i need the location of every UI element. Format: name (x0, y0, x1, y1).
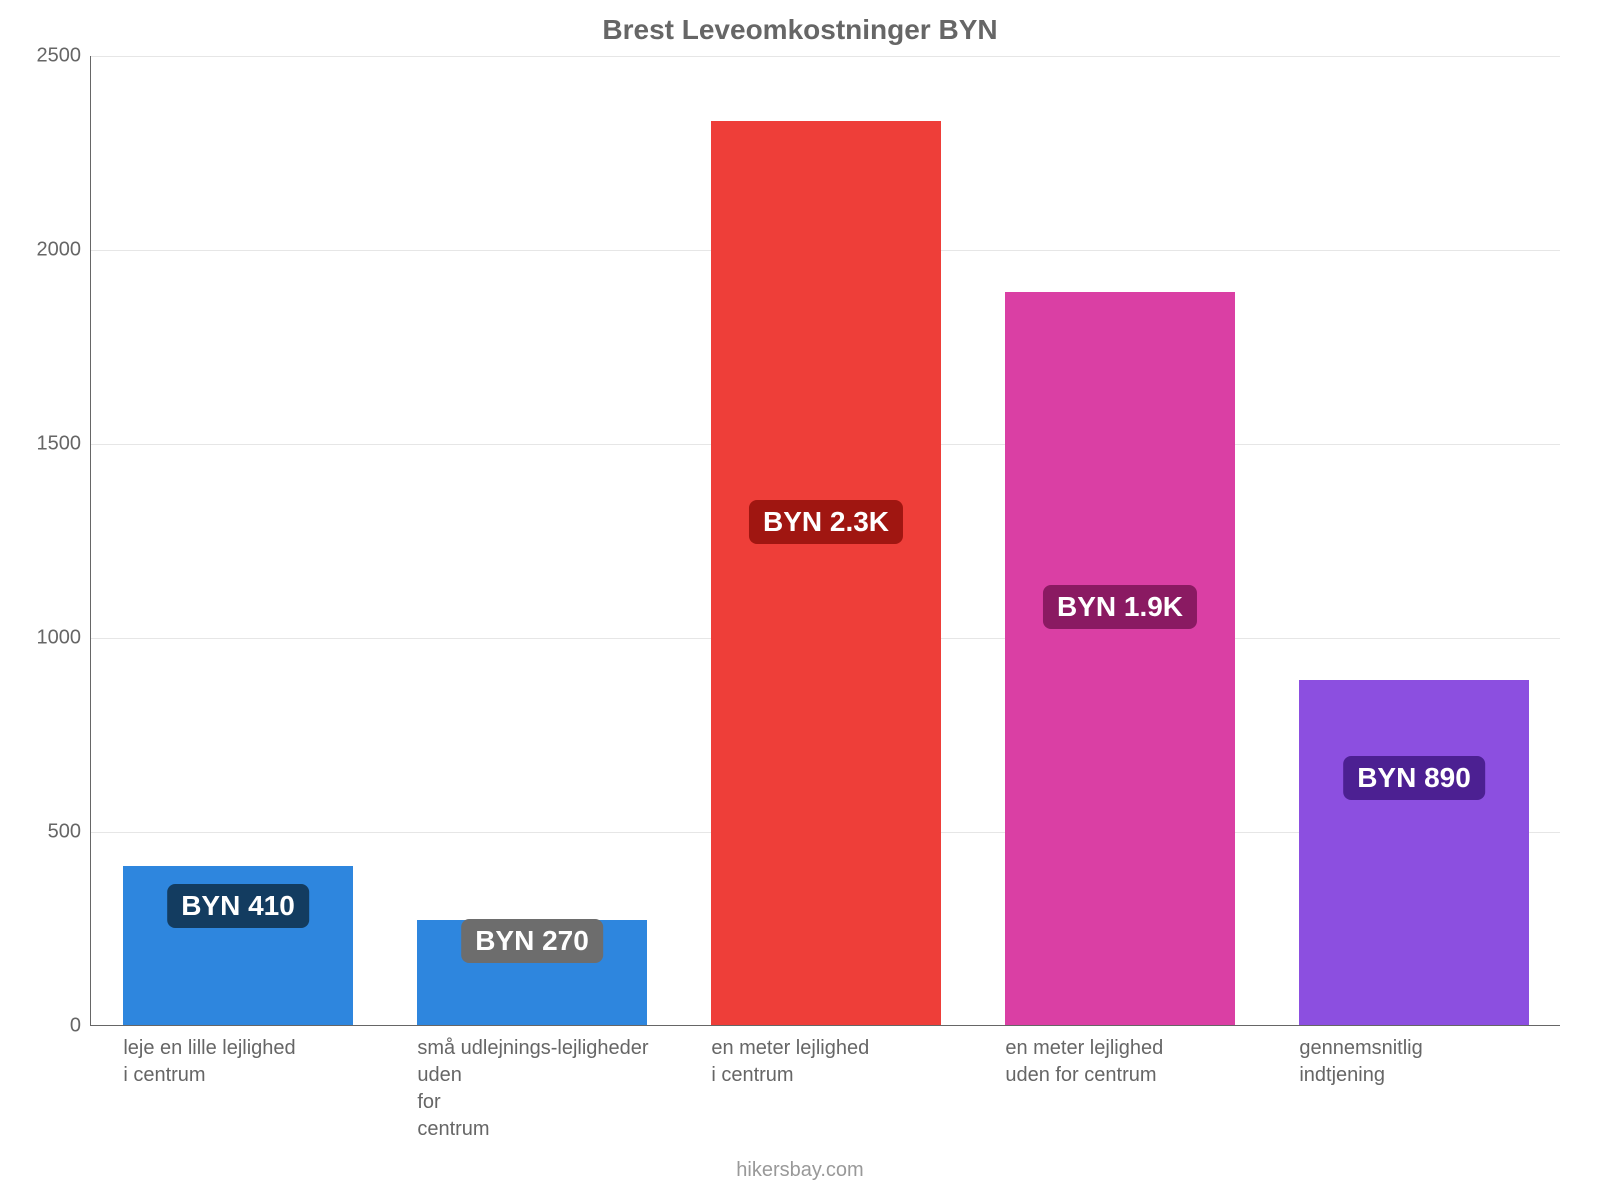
chart-title: Brest Leveomkostninger BYN (0, 14, 1600, 46)
x-category-label: en meter lejligheduden for centrum (1005, 1035, 1265, 1089)
y-tick-label: 1000 (37, 627, 82, 650)
bar-value-label: BYN 2.3K (749, 500, 903, 544)
y-tick-label: 2500 (37, 45, 82, 68)
x-category-label: små udlejnings-lejlighederudenforcentrum (417, 1035, 677, 1143)
bar (711, 121, 940, 1025)
bar (1299, 680, 1528, 1025)
y-tick-label: 2000 (37, 239, 82, 262)
attribution-text: hikersbay.com (0, 1159, 1600, 1182)
grid-line (91, 56, 1560, 57)
x-category-label: en meter lejlighedi centrum (711, 1035, 971, 1089)
y-tick-label: 1500 (37, 433, 82, 456)
y-tick-label: 0 (70, 1015, 81, 1038)
bar-value-label: BYN 270 (461, 919, 603, 963)
x-category-label: gennemsnitligindtjening (1299, 1035, 1559, 1089)
plot-area: 05001000150020002500BYN 410leje en lille… (90, 56, 1560, 1026)
bar-value-label: BYN 410 (167, 884, 309, 928)
bar-value-label: BYN 890 (1343, 756, 1485, 800)
bar-value-label: BYN 1.9K (1043, 585, 1197, 629)
chart-container: Brest Leveomkostninger BYN 0500100015002… (0, 0, 1600, 1200)
y-tick-label: 500 (48, 821, 81, 844)
bar (1005, 292, 1234, 1025)
x-category-label: leje en lille lejlighedi centrum (123, 1035, 383, 1089)
